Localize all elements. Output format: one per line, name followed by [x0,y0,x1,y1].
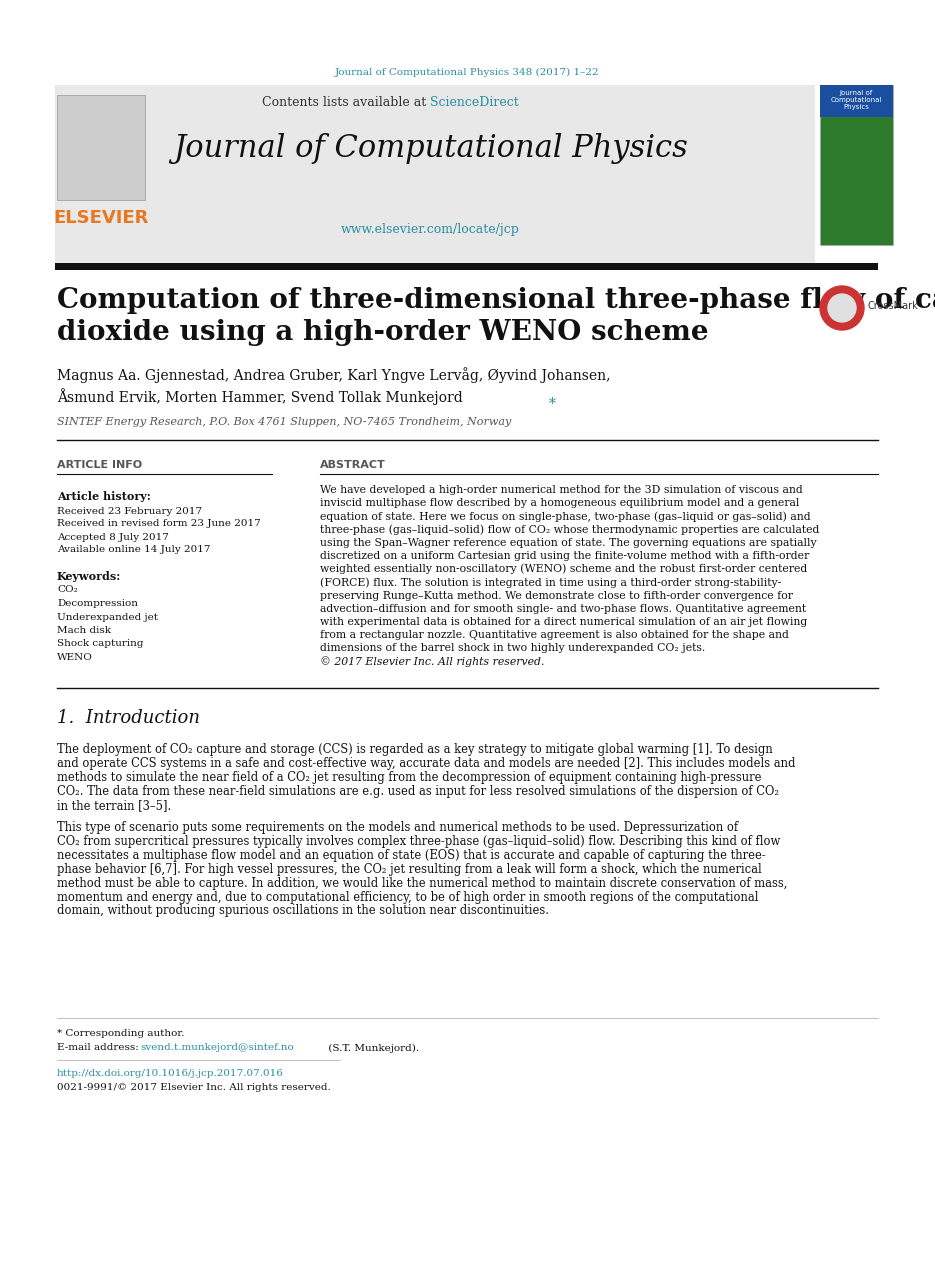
Text: (FORCE) flux. The solution is integrated in time using a third-order strong-stab: (FORCE) flux. The solution is integrated… [320,577,782,587]
Text: method must be able to capture. In addition, we would like the numerical method : method must be able to capture. In addit… [57,876,787,890]
Text: and operate CCS systems in a safe and cost-effective way, accurate data and mode: and operate CCS systems in a safe and co… [57,757,796,770]
Circle shape [820,286,864,330]
Text: methods to simulate the near field of a CO₂ jet resulting from the decompression: methods to simulate the near field of a … [57,771,761,784]
Text: ELSEVIER: ELSEVIER [53,209,149,227]
Text: Shock capturing: Shock capturing [57,639,143,648]
Text: We have developed a high-order numerical method for the 3D simulation of viscous: We have developed a high-order numerical… [320,485,803,495]
Text: dimensions of the barrel shock in two highly underexpanded CO₂ jets.: dimensions of the barrel shock in two hi… [320,643,705,653]
Text: Keywords:: Keywords: [57,571,122,581]
Text: Åsmund Ervik, Morten Hammer, Svend Tollak Munkejord: Åsmund Ervik, Morten Hammer, Svend Tolla… [57,389,463,405]
Text: from a rectangular nozzle. Quantitative agreement is also obtained for the shape: from a rectangular nozzle. Quantitative … [320,630,789,641]
Text: discretized on a uniform Cartesian grid using the finite-volume method with a fi: discretized on a uniform Cartesian grid … [320,551,810,561]
Text: inviscid multiphase flow described by a homogeneous equilibrium model and a gene: inviscid multiphase flow described by a … [320,499,799,508]
Text: Accepted 8 July 2017: Accepted 8 July 2017 [57,533,169,542]
FancyBboxPatch shape [55,85,815,263]
Text: CO₂. The data from these near-field simulations are e.g. used as input for less : CO₂. The data from these near-field simu… [57,785,779,798]
Text: three-phase (gas–liquid–solid) flow of CO₂ whose thermodynamic properties are ca: three-phase (gas–liquid–solid) flow of C… [320,524,819,534]
Text: This type of scenario puts some requirements on the models and numerical methods: This type of scenario puts some requirem… [57,822,738,834]
FancyBboxPatch shape [55,263,878,270]
Text: Received in revised form 23 June 2017: Received in revised form 23 June 2017 [57,519,261,528]
Text: preserving Runge–Kutta method. We demonstrate close to fifth-order convergence f: preserving Runge–Kutta method. We demons… [320,591,793,600]
Text: ABSTRACT: ABSTRACT [320,460,386,470]
Text: necessitates a multiphase flow model and an equation of state (EOS) that is accu: necessitates a multiphase flow model and… [57,849,766,862]
Text: domain, without producing spurious oscillations in the solution near discontinui: domain, without producing spurious oscil… [57,904,549,918]
FancyBboxPatch shape [820,85,893,246]
Text: Journal of
Computational
Physics: Journal of Computational Physics [830,90,882,110]
Text: ARTICLE INFO: ARTICLE INFO [57,460,142,470]
Text: CO₂: CO₂ [57,585,78,595]
Text: in the terrain [3–5].: in the terrain [3–5]. [57,799,171,812]
Text: momentum and energy and, due to computational efficiency, to be of high order in: momentum and energy and, due to computat… [57,890,758,904]
Text: Article history:: Article history: [57,490,151,501]
Text: (S.T. Munkejord).: (S.T. Munkejord). [325,1043,419,1052]
Text: Journal of Computational Physics 348 (2017) 1–22: Journal of Computational Physics 348 (20… [335,67,599,76]
Text: *: * [549,398,556,411]
Text: Received 23 February 2017: Received 23 February 2017 [57,506,202,515]
Text: CrossMark: CrossMark [868,301,919,311]
Text: E-mail address:: E-mail address: [57,1043,142,1052]
Text: 0021-9991/© 2017 Elsevier Inc. All rights reserved.: 0021-9991/© 2017 Elsevier Inc. All right… [57,1084,331,1093]
Text: Underexpanded jet: Underexpanded jet [57,613,158,622]
Text: * Corresponding author.: * Corresponding author. [57,1029,184,1038]
Text: 1.  Introduction: 1. Introduction [57,709,200,727]
Text: weighted essentially non-oscillatory (WENO) scheme and the robust first-order ce: weighted essentially non-oscillatory (WE… [320,563,807,575]
Text: www.elsevier.com/locate/jcp: www.elsevier.com/locate/jcp [340,224,520,237]
Text: http://dx.doi.org/10.1016/j.jcp.2017.07.016: http://dx.doi.org/10.1016/j.jcp.2017.07.… [57,1070,284,1079]
Text: dioxide using a high-order WENO scheme: dioxide using a high-order WENO scheme [57,319,709,346]
FancyBboxPatch shape [57,95,145,200]
Text: Mach disk: Mach disk [57,625,111,636]
Text: with experimental data is obtained for a direct numerical simulation of an air j: with experimental data is obtained for a… [320,617,807,627]
Text: advection–diffusion and for smooth single- and two-phase flows. Quantitative agr: advection–diffusion and for smooth singl… [320,604,806,614]
FancyBboxPatch shape [820,85,893,116]
Text: phase behavior [6,7]. For high vessel pressures, the CO₂ jet resulting from a le: phase behavior [6,7]. For high vessel pr… [57,863,762,876]
Text: Journal of Computational Physics: Journal of Computational Physics [173,133,687,163]
Text: The deployment of CO₂ capture and storage (CCS) is regarded as a key strategy to: The deployment of CO₂ capture and storag… [57,743,772,757]
Text: svend.t.munkejord@sintef.no: svend.t.munkejord@sintef.no [140,1043,294,1052]
Text: Computation of three-dimensional three-phase flow of carbon: Computation of three-dimensional three-p… [57,286,935,314]
Text: SINTEF Energy Research, P.O. Box 4761 Sluppen, NO-7465 Trondheim, Norway: SINTEF Energy Research, P.O. Box 4761 Sl… [57,417,511,427]
Text: Decompression: Decompression [57,599,138,608]
Text: using the Span–Wagner reference equation of state. The governing equations are s: using the Span–Wagner reference equation… [320,538,816,548]
Text: Contents lists available at: Contents lists available at [262,95,430,109]
Text: WENO: WENO [57,653,93,662]
Text: Magnus Aa. Gjennestad, Andrea Gruber, Karl Yngve Lervåg, Øyvind Johansen,: Magnus Aa. Gjennestad, Andrea Gruber, Ka… [57,367,611,382]
Text: equation of state. Here we focus on single-phase, two-phase (gas–liquid or gas–s: equation of state. Here we focus on sing… [320,511,811,522]
Text: CO₂ from supercritical pressures typically involves complex three-phase (gas–liq: CO₂ from supercritical pressures typical… [57,836,781,848]
Text: ScienceDirect: ScienceDirect [430,95,519,109]
Text: © 2017 Elsevier Inc. All rights reserved.: © 2017 Elsevier Inc. All rights reserved… [320,656,544,667]
Circle shape [828,294,856,322]
Text: Available online 14 July 2017: Available online 14 July 2017 [57,546,210,555]
